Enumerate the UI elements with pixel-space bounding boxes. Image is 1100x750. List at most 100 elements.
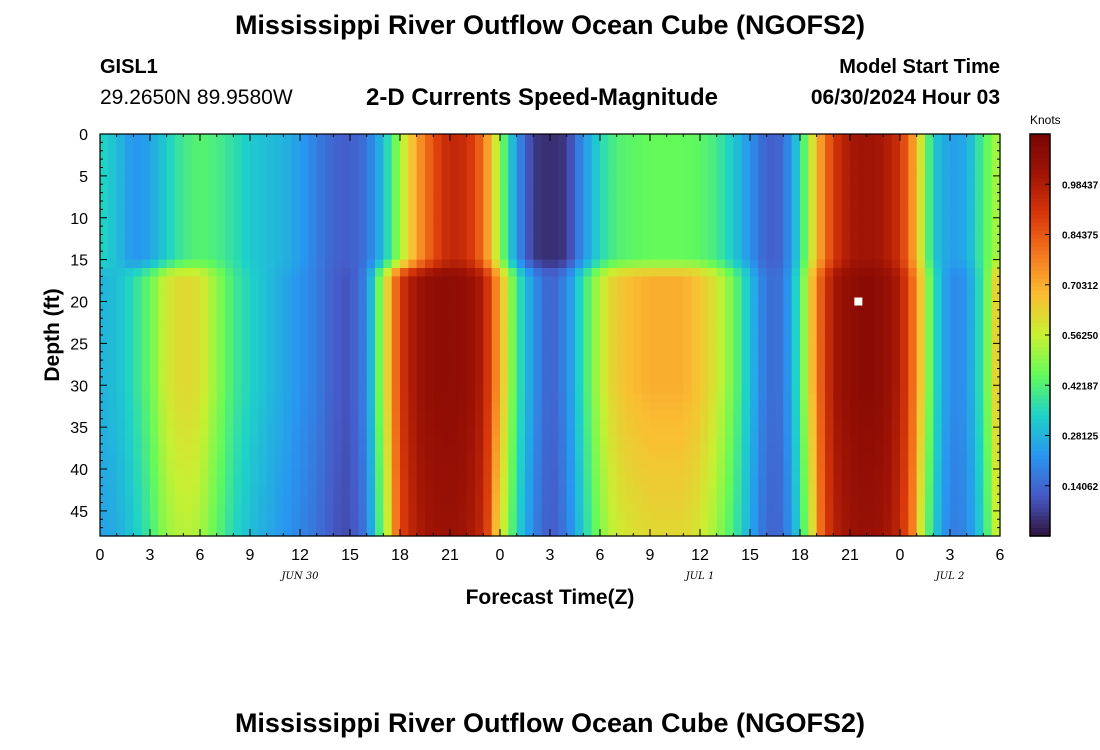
heatmap-cell <box>725 502 734 512</box>
heatmap-cell <box>958 284 968 294</box>
heatmap-cell <box>308 519 318 529</box>
heatmap-cell <box>225 259 234 269</box>
heatmap-cell <box>600 502 609 512</box>
heatmap-cell <box>266 443 276 453</box>
heatmap-cell <box>258 351 268 361</box>
heatmap-cell <box>941 268 951 277</box>
heatmap-cell <box>625 443 634 453</box>
heatmap-cell <box>675 452 684 462</box>
heatmap-cell <box>366 268 376 277</box>
heatmap-cell <box>383 469 393 478</box>
heatmap-cell <box>508 201 518 210</box>
heatmap-cell <box>716 376 726 386</box>
heatmap-cell <box>808 318 818 328</box>
heatmap-cell <box>850 276 859 286</box>
heatmap-cell <box>758 318 768 328</box>
heatmap-cell <box>783 527 793 537</box>
heatmap-cell <box>625 402 634 411</box>
heatmap-cell <box>925 351 934 361</box>
heatmap-cell <box>225 209 234 219</box>
heatmap-cell <box>433 318 443 328</box>
heatmap-cell <box>325 276 334 286</box>
heatmap-cell <box>208 527 218 537</box>
heatmap-cell <box>350 234 359 244</box>
heatmap-cell <box>175 167 184 177</box>
heatmap-cell <box>941 410 951 420</box>
heatmap-cell <box>383 276 393 286</box>
heatmap-cell <box>883 376 893 386</box>
heatmap-cell <box>708 494 718 504</box>
heatmap-cell <box>283 494 293 504</box>
heatmap-cell <box>125 192 134 202</box>
heatmap-cell <box>158 276 168 286</box>
heatmap-cell <box>200 167 209 177</box>
heatmap-cell <box>516 226 526 236</box>
heatmap-cell <box>891 217 901 227</box>
heatmap-cell <box>683 469 693 478</box>
heatmap-cell <box>700 150 709 160</box>
heatmap-cell <box>541 150 551 160</box>
heatmap-cell <box>316 376 326 386</box>
heatmap-cell <box>808 477 818 487</box>
heatmap-cell <box>208 452 218 462</box>
heatmap-cell <box>183 485 193 495</box>
heatmap-cell <box>450 435 459 445</box>
heatmap-cell <box>800 519 809 529</box>
heatmap-cell <box>825 276 834 286</box>
heatmap-cell <box>416 393 426 403</box>
heatmap-cell <box>133 159 143 169</box>
heatmap-cell <box>166 385 176 395</box>
heatmap-cell <box>650 175 659 185</box>
heatmap-cell <box>166 309 176 319</box>
heatmap-cell <box>758 335 768 344</box>
heatmap-cell <box>541 385 551 395</box>
heatmap-cell <box>591 485 601 495</box>
heatmap-cell <box>941 435 951 445</box>
heatmap-cell <box>225 410 234 420</box>
heatmap-cell <box>775 209 784 219</box>
heatmap-cell <box>316 284 326 294</box>
heatmap-cell <box>475 276 484 286</box>
heatmap-cell <box>225 242 234 252</box>
heatmap-cell <box>216 326 226 336</box>
heatmap-cell <box>683 410 693 420</box>
heatmap-cell <box>458 150 468 160</box>
heatmap-cell <box>883 494 893 504</box>
heatmap-cell <box>158 175 168 185</box>
heatmap-cell <box>800 502 809 512</box>
heatmap-cell <box>558 259 568 269</box>
heatmap-cell <box>533 519 543 529</box>
heatmap-cell <box>158 435 168 445</box>
heatmap-cell <box>125 217 134 227</box>
heatmap-cell <box>783 343 793 353</box>
heatmap-cell <box>533 485 543 495</box>
heatmap-cell <box>616 435 626 445</box>
heatmap-cell <box>133 276 143 286</box>
heatmap-cell <box>508 335 518 344</box>
heatmap-cell <box>658 410 668 420</box>
heatmap-cell <box>683 209 693 219</box>
heatmap-cell <box>275 259 284 269</box>
heatmap-cell <box>850 410 859 420</box>
heatmap-cell <box>800 142 809 152</box>
heatmap-cell <box>316 167 326 177</box>
heatmap-cell <box>191 201 201 210</box>
heatmap-cell <box>725 309 734 319</box>
heatmap-cell <box>758 393 768 403</box>
heatmap-cell <box>241 259 251 269</box>
heatmap-cell <box>541 410 551 420</box>
heatmap-cell <box>691 167 701 177</box>
heatmap-cell <box>250 268 259 277</box>
heatmap-cell <box>541 142 551 152</box>
heatmap-cell <box>766 175 776 185</box>
heatmap-cell <box>858 385 868 395</box>
heatmap-cell <box>333 150 343 160</box>
heatmap-cell <box>316 242 326 252</box>
heatmap-cell <box>241 510 251 520</box>
heatmap-cell <box>575 217 584 227</box>
heatmap-cell <box>550 485 559 495</box>
heatmap-cell <box>391 159 401 169</box>
heatmap-cell <box>508 242 518 252</box>
heatmap-cell <box>808 435 818 445</box>
heatmap-cell <box>200 494 209 504</box>
